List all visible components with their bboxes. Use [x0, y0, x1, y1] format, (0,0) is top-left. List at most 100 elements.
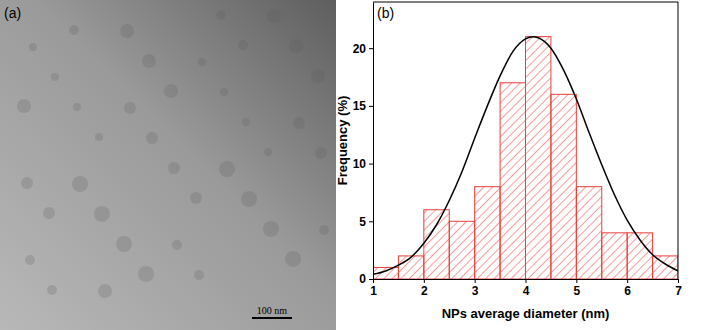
frame-top [373, 2, 678, 3]
particle [194, 270, 204, 280]
bar [449, 221, 474, 279]
tick-label: 7 [675, 284, 682, 298]
particle [319, 225, 329, 235]
particle [263, 221, 279, 237]
tick: 3 [472, 279, 479, 298]
particle [164, 84, 178, 98]
panel-label: (a) [4, 5, 21, 21]
scale-bar-label: 100 nm [257, 305, 288, 316]
particle [289, 39, 303, 53]
tick-mark [627, 279, 628, 283]
histogram-panel: 1 2 3 4 5 6 7 0 5 10 15 20 NPs average diameter (nm)… [335, 2, 682, 321]
bar [398, 256, 423, 279]
tick: 4 [523, 279, 530, 298]
tick-label: 10 [353, 157, 367, 171]
axis-line [373, 3, 374, 280]
particle [69, 25, 79, 35]
particle-texture [17, 9, 329, 298]
tick: 5 [359, 215, 373, 229]
tick-mark [369, 164, 373, 165]
scale-bar [252, 317, 292, 319]
particle [198, 58, 206, 66]
particle [21, 177, 33, 189]
tick: 20 [353, 42, 373, 56]
particle [168, 162, 180, 174]
tick: 15 [353, 99, 373, 113]
tick-label: 0 [359, 272, 366, 286]
bar [526, 37, 551, 279]
tick-label: 2 [421, 284, 428, 298]
particle [17, 99, 31, 113]
particle [285, 251, 301, 267]
tick-mark [369, 221, 373, 222]
tick-label: 1 [370, 284, 377, 298]
particle [238, 40, 248, 50]
particle [219, 161, 235, 177]
particle [124, 102, 136, 114]
particle [146, 132, 158, 144]
particle [116, 236, 132, 252]
particle [95, 133, 103, 141]
plot-area [373, 37, 678, 279]
tick: 6 [624, 279, 631, 298]
frame-right [678, 2, 679, 279]
tick-label: 20 [353, 42, 367, 56]
tick-mark [369, 279, 373, 280]
bar [576, 187, 601, 279]
tick-label: 5 [359, 215, 366, 229]
particle [72, 176, 88, 192]
particle [172, 240, 182, 250]
tick-mark [576, 279, 577, 283]
bar [602, 233, 627, 279]
figure: (a) 100 nm 1 2 3 4 5 6 7 0 5 10 15 20 NPs average diam… [0, 0, 704, 330]
particle [242, 118, 250, 126]
micrograph-panel: (a) 100 nm [0, 0, 336, 330]
particle [216, 10, 226, 20]
tick-label: 5 [573, 284, 580, 298]
particle [43, 207, 55, 219]
y-axis-title: Frequency (%) [335, 96, 350, 186]
tick: 2 [421, 279, 428, 298]
particle [220, 88, 228, 96]
tick: 0 [359, 272, 373, 286]
particle [47, 285, 57, 295]
particle [311, 69, 325, 83]
tick-label: 4 [523, 284, 530, 298]
bar [475, 187, 500, 279]
tick-mark [526, 279, 527, 283]
panel-label: (b) [377, 5, 394, 21]
tick: 10 [353, 157, 373, 171]
particle [138, 266, 154, 282]
x-axis: 1 2 3 4 5 6 7 [370, 279, 682, 298]
bar [500, 83, 525, 279]
particle [142, 54, 156, 68]
particle [315, 147, 327, 159]
tick-mark [475, 279, 476, 283]
particle [94, 206, 110, 222]
particle [267, 9, 281, 23]
bar [653, 256, 678, 279]
tick: 1 [370, 279, 377, 298]
particle [29, 43, 37, 51]
particle [264, 148, 272, 156]
particle [190, 192, 202, 204]
particle [51, 73, 59, 81]
particle [293, 117, 305, 129]
x-axis-title: NPs average diameter (nm) [442, 306, 610, 321]
particle [73, 103, 81, 111]
particle [241, 191, 257, 207]
tick-mark [678, 279, 679, 283]
micrograph [0, 0, 336, 330]
tick: 5 [573, 279, 580, 298]
tick-mark [373, 279, 374, 283]
fit-curve [373, 37, 678, 275]
tick-mark [424, 279, 425, 283]
tick-label: 15 [353, 99, 367, 113]
bar [424, 210, 449, 279]
tick-mark [369, 48, 373, 49]
bar [551, 94, 576, 279]
tick: 7 [675, 279, 682, 298]
tick-label: 6 [624, 284, 631, 298]
y-axis: 0 5 10 15 20 [353, 3, 374, 287]
tick-mark [369, 106, 373, 107]
